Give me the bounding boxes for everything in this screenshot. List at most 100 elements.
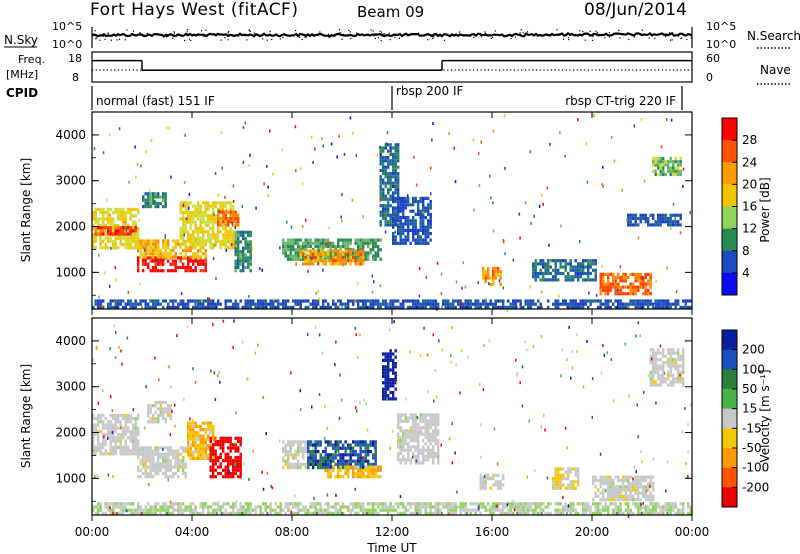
heatmap-cell	[337, 249, 340, 253]
heatmap-cell	[137, 508, 140, 512]
heatmap-cell	[127, 230, 130, 234]
heatmap-cell	[117, 445, 120, 449]
nsky-point	[526, 32, 528, 34]
heatmap-cell	[409, 435, 412, 439]
heatmap-cell	[219, 465, 222, 469]
heatmap-cell	[252, 508, 255, 512]
heatmap-cell	[649, 302, 652, 306]
heatmap-cell	[174, 305, 177, 309]
heatmap-cell	[144, 302, 147, 306]
heatmap-cell	[219, 230, 222, 234]
heatmap-cell	[669, 156, 672, 161]
heatmap-cell	[182, 302, 185, 306]
heatmap-cell	[304, 462, 307, 466]
heatmap-cell	[209, 239, 212, 243]
colorbar-tick-label: 4	[742, 266, 750, 280]
nsky-left-tick-bottom: 10^0	[52, 38, 82, 51]
heatmap-noise-cell	[294, 125, 297, 129]
heatmap-cell	[412, 228, 415, 232]
heatmap-cell	[102, 246, 105, 250]
heatmap-cell	[192, 305, 195, 309]
heatmap-cell	[397, 439, 400, 443]
heatmap-cell	[619, 498, 622, 502]
heatmap-cell	[164, 205, 167, 209]
heatmap-cell	[199, 211, 202, 215]
heatmap-cell	[397, 416, 400, 420]
heatmap-cell	[282, 456, 285, 460]
nsky-point	[567, 36, 569, 39]
heatmap-cell	[132, 436, 135, 440]
heatmap-cell	[432, 505, 435, 509]
nsky-point	[266, 39, 268, 41]
heatmap-cell	[162, 455, 165, 460]
heatmap-noise-cell	[281, 148, 283, 152]
heatmap-cell	[377, 248, 380, 252]
heatmap-cell	[617, 305, 620, 309]
heatmap-cell	[649, 213, 652, 217]
heatmap-cell	[249, 511, 252, 515]
heatmap-cell	[334, 305, 337, 309]
heatmap-cell	[634, 498, 637, 502]
heatmap-cell	[352, 471, 355, 476]
heatmap-cell	[229, 239, 232, 243]
heatmap-cell	[214, 475, 217, 479]
heatmap-cell	[112, 508, 115, 512]
heatmap-cell	[107, 433, 110, 437]
heatmap-cell	[419, 219, 422, 223]
heatmap-cell	[602, 488, 605, 492]
heatmap-cell	[682, 383, 685, 387]
heatmap-cell	[539, 302, 542, 306]
heatmap-noise-cell	[184, 181, 186, 184]
heatmap-cell	[144, 465, 147, 469]
heatmap-cell	[439, 502, 442, 506]
heatmap-cell	[224, 216, 227, 221]
heatmap-cell	[114, 236, 117, 240]
heatmap-cell	[197, 259, 200, 263]
heatmap-cell	[199, 424, 202, 428]
heatmap-noise-cell	[225, 208, 228, 212]
heatmap-cell	[212, 465, 215, 469]
heatmap-cell	[119, 243, 122, 247]
heatmap-cell	[572, 480, 575, 484]
heatmap-cell	[139, 249, 142, 253]
heatmap-cell	[197, 431, 200, 435]
heatmap-cell	[502, 477, 505, 481]
heatmap-noise-cell	[127, 290, 130, 294]
heatmap-cell	[362, 505, 365, 509]
heatmap-cell	[99, 229, 102, 233]
heatmap-cell	[427, 228, 430, 232]
heatmap-cell	[142, 459, 145, 463]
heatmap-cell	[179, 252, 182, 256]
heatmap-cell	[159, 195, 162, 199]
nsky-point	[654, 37, 656, 40]
heatmap-cell	[414, 299, 417, 303]
heatmap-cell	[557, 470, 560, 474]
heatmap-cell	[189, 505, 192, 509]
heatmap-cell	[412, 219, 415, 223]
heatmap-cell	[192, 252, 195, 256]
heatmap-cell	[569, 278, 572, 282]
heatmap-cell	[669, 367, 672, 371]
heatmap-cell	[589, 265, 592, 269]
heatmap-cell	[407, 228, 410, 232]
heatmap-cell	[137, 243, 140, 247]
heatmap-cell	[404, 505, 407, 509]
heatmap-cell	[364, 257, 367, 261]
heatmap-cell	[564, 302, 567, 306]
heatmap-cell	[94, 246, 97, 250]
heatmap-cell	[137, 302, 140, 306]
heatmap-cell	[94, 445, 97, 449]
heatmap-cell	[652, 348, 655, 352]
heatmap-cell	[152, 452, 155, 456]
heatmap-cell	[399, 461, 402, 465]
heatmap-cell	[594, 491, 597, 495]
heatmap-cell	[367, 465, 370, 469]
heatmap-cell	[424, 416, 427, 420]
heatmap-cell	[119, 413, 122, 417]
heatmap-cell	[144, 239, 147, 243]
heatmap-cell	[339, 262, 342, 266]
heatmap-cell	[337, 466, 340, 470]
heatmap-cell	[389, 188, 392, 192]
heatmap-cell	[397, 305, 400, 309]
heatmap-cell	[632, 213, 635, 217]
